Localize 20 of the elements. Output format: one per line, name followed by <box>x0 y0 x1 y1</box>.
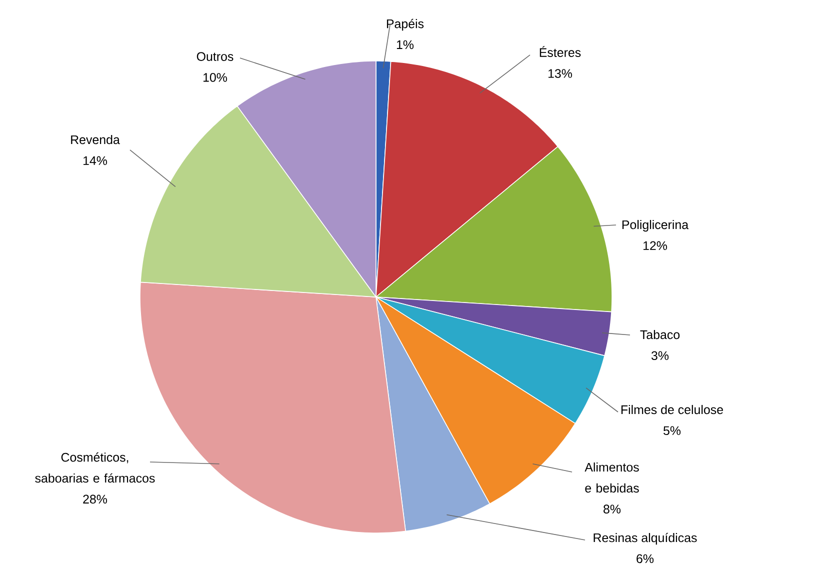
data-label: 3% <box>651 351 669 360</box>
data-label: 5% <box>664 426 681 436</box>
data-label: 14% <box>83 156 108 166</box>
slice-label: Tabaco <box>640 330 680 340</box>
slice-label: Filmes de celulose <box>621 404 723 414</box>
slice-label: Outros <box>196 52 234 61</box>
slice-label: Resinas alquídicas <box>594 532 697 545</box>
data-label: 12% <box>643 241 668 250</box>
slice-label: Revenda <box>71 134 120 144</box>
data-label: 28% <box>83 494 108 504</box>
data-label: 13% <box>548 69 572 78</box>
slice-label: Poliglicerina <box>622 220 689 232</box>
data-label: 1% <box>396 40 414 50</box>
slice-label: Ésteres <box>540 46 581 57</box>
data-label: 6% <box>636 554 654 564</box>
slice-label: Papéis <box>386 18 424 31</box>
slice-label: Alimentos e bebidas <box>584 462 639 493</box>
data-label: 8% <box>604 504 621 514</box>
data-label: 10% <box>203 73 228 82</box>
slice-label: Cosméticos, saboarias e fármacos <box>35 452 155 483</box>
